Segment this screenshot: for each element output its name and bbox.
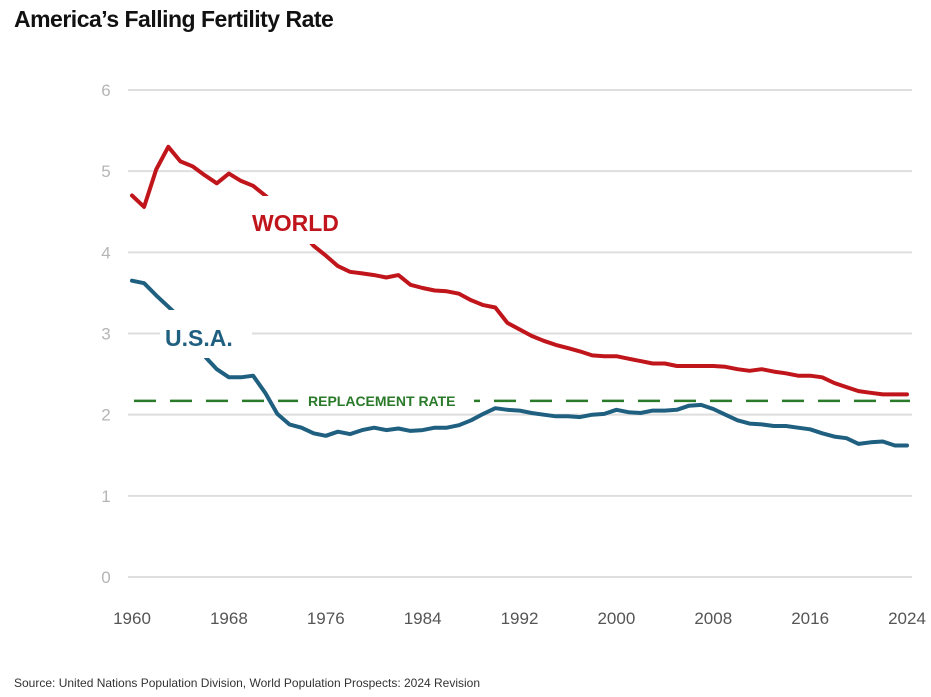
- series-line-world: [130, 144, 909, 397]
- x-tick-label: 1976: [307, 609, 345, 628]
- chart-title: America’s Falling Fertility Rate: [14, 6, 334, 32]
- label-gap: [160, 310, 252, 358]
- x-tick-label: 1984: [404, 609, 442, 628]
- y-tick-label: 1: [101, 487, 110, 506]
- x-tick-label: 2008: [694, 609, 732, 628]
- y-tick-label: 5: [101, 162, 110, 181]
- replacement-rate-label: REPLACEMENT RATE: [308, 393, 456, 409]
- x-tick-label: 2016: [791, 609, 829, 628]
- y-tick-label: 2: [101, 406, 110, 425]
- x-tick-label: 2000: [597, 609, 635, 628]
- usa-series-label: U.S.A.: [165, 325, 233, 351]
- y-tick-label: 6: [101, 81, 110, 100]
- x-tick-label: 1968: [210, 609, 248, 628]
- y-tick-label: 0: [101, 568, 110, 587]
- world-series-label: WORLD: [252, 210, 339, 236]
- y-tick-label: 4: [101, 243, 110, 262]
- x-tick-label: 1960: [113, 609, 151, 628]
- x-tick-label: 1992: [501, 609, 539, 628]
- series-line-usa: [130, 278, 909, 448]
- label-gap: [244, 196, 352, 244]
- y-tick-label: 3: [101, 325, 110, 344]
- source-note: Source: United Nations Population Divisi…: [14, 676, 481, 690]
- label-gap: [298, 390, 474, 412]
- x-tick-label: 2024: [888, 609, 926, 628]
